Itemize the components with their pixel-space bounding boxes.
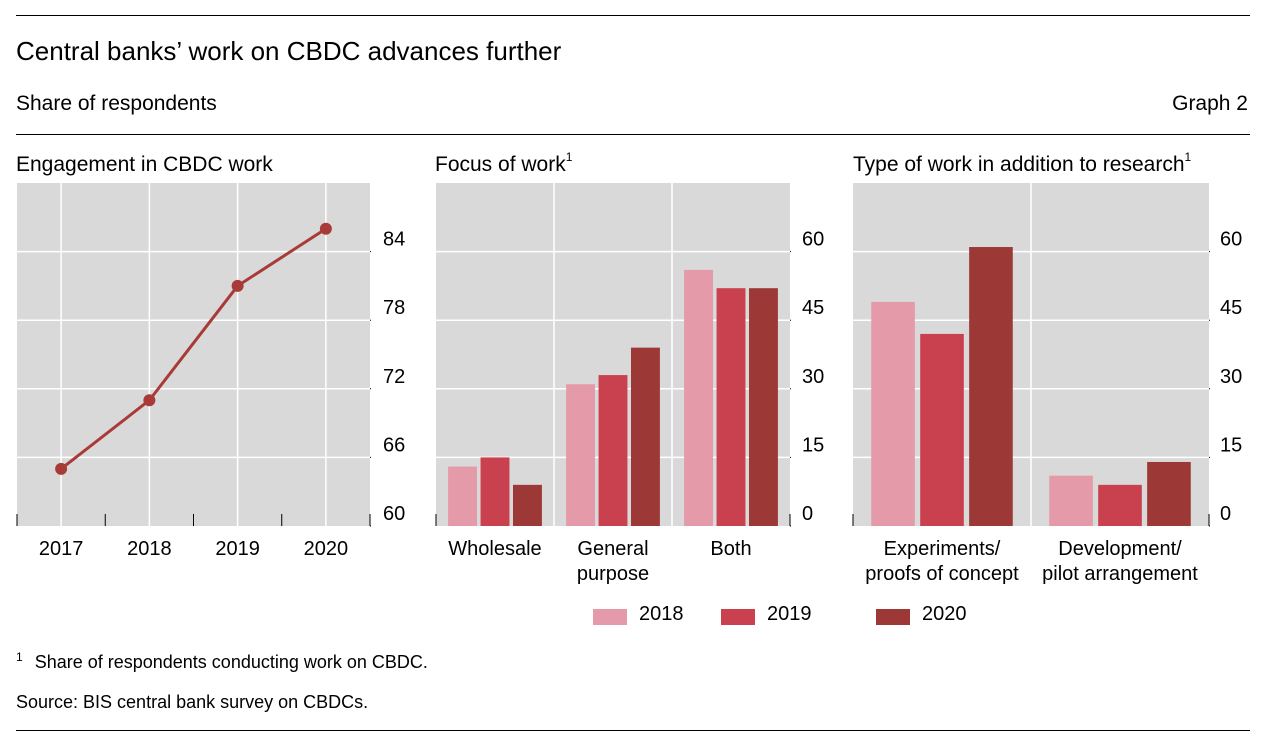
focus-bar-chart: 0 15 30 45 60 Wholesale General purpose Both — [435, 183, 824, 585]
bar — [1049, 475, 1093, 526]
page-title: Central banks’ work on CBDC advances fur… — [16, 36, 562, 66]
bar — [480, 457, 510, 526]
x-tick-label: proofs of concept — [865, 563, 1019, 585]
engagement-line-chart: 60 66 72 78 84 2017 2018 2019 2020 — [16, 183, 405, 560]
y-tick-label: 60 — [1220, 229, 1242, 251]
x-tick-label: Both — [710, 538, 751, 560]
data-point — [231, 279, 244, 292]
y-tick-label: 72 — [383, 366, 405, 388]
type-bar-chart: 0 15 30 45 60 Experiments/proofs of concept De… — [852, 183, 1242, 585]
bar — [920, 333, 964, 526]
legend-label: 2020 — [922, 603, 967, 625]
legend-swatch — [876, 609, 910, 625]
y-tick-label: 30 — [802, 366, 824, 388]
bar — [512, 484, 542, 526]
bar — [1098, 484, 1142, 526]
legend-label: 2019 — [767, 603, 812, 625]
page-subtitle: Share of respondents — [16, 92, 217, 115]
x-tick-label: 2018 — [127, 538, 172, 560]
x-tick-label: Experiments/ — [884, 538, 1001, 560]
header-rule — [16, 134, 1250, 135]
legend-swatch — [721, 609, 755, 625]
footnote-mark: 1 — [1184, 150, 1192, 164]
data-point — [143, 394, 156, 407]
top-rule — [16, 15, 1250, 16]
bar — [566, 384, 596, 526]
bar — [630, 347, 660, 526]
footnote-mark: 1 — [565, 150, 573, 164]
footnote: 1 Share of respondents conducting work on… — [16, 650, 428, 673]
bar — [598, 375, 628, 526]
x-tick-label: General — [577, 538, 648, 560]
graph-number: Graph 2 — [1172, 92, 1248, 115]
x-tick-label: pilot arrangement — [1042, 563, 1198, 585]
bar — [871, 301, 915, 526]
bar — [448, 466, 478, 526]
data-point — [55, 462, 68, 475]
y-tick-label: 0 — [802, 503, 813, 525]
y-tick-label: 30 — [1220, 366, 1242, 388]
y-tick-label: 78 — [383, 297, 405, 319]
footnote-mark: 1 — [16, 650, 23, 664]
panel-title-engagement: Engagement in CBDC work — [16, 150, 273, 177]
legend-swatch — [593, 609, 627, 625]
series-line — [60, 227, 327, 471]
y-tick-label: 60 — [383, 503, 405, 525]
y-tick-label: 60 — [802, 229, 824, 251]
footnote-text: Share of respondents conducting work on … — [34, 652, 428, 672]
x-tick-label: Wholesale — [448, 538, 541, 560]
panel-title-text: Focus of work — [435, 153, 566, 176]
source-note: Source: BIS central bank survey on CBDCs… — [16, 692, 369, 712]
x-tick-label: 2017 — [39, 538, 84, 560]
panel-title-type: Type of work in addition to research1 — [853, 150, 1191, 177]
y-tick-label: 84 — [383, 229, 405, 251]
bar — [969, 247, 1013, 526]
bar — [716, 288, 746, 526]
y-tick-label: 45 — [802, 297, 824, 319]
data-point — [319, 222, 332, 235]
y-tick-label: 45 — [1220, 297, 1242, 319]
panel-title-text: Type of work in addition to research — [853, 153, 1185, 176]
panel-title-focus: Focus of work1 — [435, 150, 572, 177]
x-tick-label: 2020 — [304, 538, 349, 560]
panel-title-text: Engagement in CBDC work — [16, 153, 273, 176]
x-tick-label: 2019 — [215, 538, 260, 560]
x-tick-label: Development/ — [1058, 538, 1182, 560]
bottom-rule — [16, 730, 1250, 731]
legend-label: 2018 — [639, 603, 684, 625]
bar — [1147, 461, 1191, 526]
x-tick-label: purpose — [577, 563, 649, 585]
bar — [684, 269, 714, 526]
y-tick-label: 15 — [802, 434, 824, 456]
y-tick-label: 0 — [1220, 503, 1231, 525]
bar — [748, 288, 778, 526]
y-tick-label: 66 — [383, 434, 405, 456]
y-tick-label: 15 — [1220, 434, 1242, 456]
plot-background — [17, 183, 370, 526]
